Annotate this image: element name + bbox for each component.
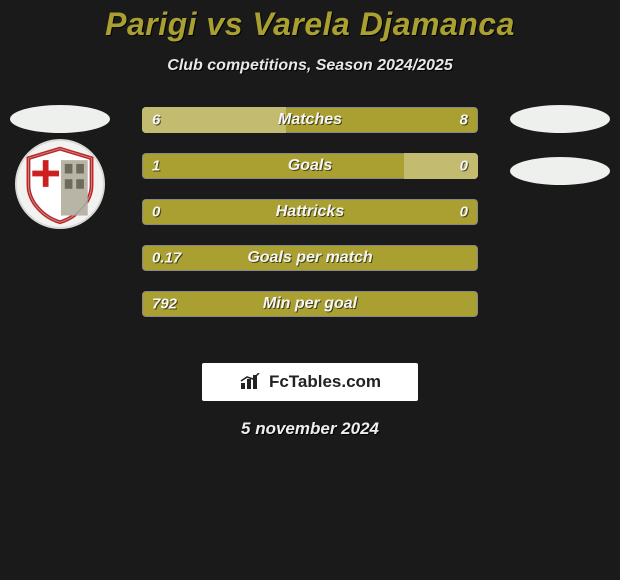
page-title: Parigi vs Varela Djamanca: [0, 0, 620, 43]
date-text: 5 november 2024: [0, 419, 620, 439]
player-left-portrait-placeholder: [10, 105, 110, 133]
player-right-portrait-placeholder-1: [510, 105, 610, 133]
stat-bars: Matches68Goals10Hattricks00Goals per mat…: [140, 105, 480, 335]
shield-icon: [17, 141, 103, 227]
stat-bar-row: Goals per match0.17: [140, 243, 480, 273]
stat-bar-label: Min per goal: [142, 295, 478, 313]
stat-bar-row: Goals1 0: [140, 151, 480, 181]
brand-box: FcTables.com: [202, 363, 418, 401]
content-row: Matches68Goals10Hattricks00Goals per mat…: [0, 105, 620, 345]
stat-bar-label: Matches: [142, 111, 478, 129]
stat-bar-label: Goals per match: [142, 249, 478, 267]
page-subtitle: Club competitions, Season 2024/2025: [0, 57, 620, 75]
stat-bar-row: Hattricks0 0: [140, 197, 480, 227]
player-right-portrait-placeholder-2: [510, 157, 610, 185]
stat-bar-right-value: 0: [460, 204, 468, 221]
stat-bar-left-value: 1: [152, 158, 160, 175]
player-left-column: [0, 105, 120, 229]
stat-bar-right-value: 8: [460, 112, 468, 129]
stat-bar-right-value: 0: [460, 158, 468, 175]
stat-bar-label: Goals: [142, 157, 478, 175]
infographic-canvas: Parigi vs Varela Djamanca Club competiti…: [0, 0, 620, 580]
player-right-column: [500, 105, 620, 185]
stat-bar-left-value: 0: [152, 204, 160, 221]
bar-chart-icon: [239, 373, 265, 391]
stat-bar-row: Min per goal792: [140, 289, 480, 319]
player-left-club-badge: [15, 139, 105, 229]
stat-bar-left-value: 6: [152, 112, 160, 129]
stat-bar-left-value: 792: [152, 296, 177, 313]
stat-bar-label: Hattricks: [142, 203, 478, 221]
stat-bar-row: Matches6 8: [140, 105, 480, 135]
brand-text: FcTables.com: [269, 372, 381, 392]
stat-bar-left-value: 0.17: [152, 250, 181, 267]
